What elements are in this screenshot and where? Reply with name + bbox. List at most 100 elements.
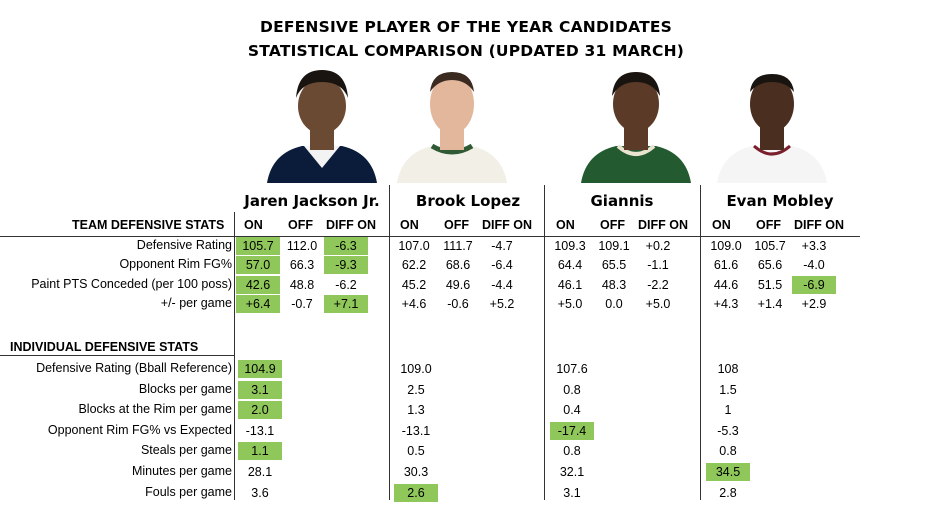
stat-cell: 64.4 [557,258,583,273]
stat-cell: +6.4 [236,294,280,313]
stat-cell: -13.1 [401,423,431,438]
header-divider [0,236,860,237]
stat-cell: -6.9 [792,275,836,294]
stat-cell: 68.6 [445,258,471,273]
stat-cell: 107.6 [556,362,588,376]
player-photo-giannis [581,72,691,183]
stat-cell: -4.7 [491,239,513,253]
stat-cell: 2.6 [394,483,438,502]
stat-cell: 109.0 [710,239,742,253]
stat-cell: +5.2 [489,296,515,311]
player-name-3: Giannis [590,192,654,210]
stat-cell: 3.1 [563,485,581,500]
column-divider-4 [700,185,701,500]
stat-cell: 42.6 [236,275,280,294]
individual-stat-label: Blocks per game [138,381,232,396]
stat-cell: 51.5 [757,277,783,292]
team-stat-label: Opponent Rim FG% [119,257,232,272]
column-header-on: ON [712,218,731,232]
column-header-on: ON [244,218,263,232]
stat-cell: -6.4 [491,258,513,273]
column-header-off: OFF [288,218,313,232]
stat-cell: 65.6 [757,258,783,273]
column-header-diff-on: DIFF ON [794,218,844,232]
stat-cell: 30.3 [403,465,429,479]
stat-cell: -4.0 [803,258,825,273]
stat-cell: -17.4 [550,421,594,440]
stat-cell: 48.3 [601,277,627,292]
stat-cell: 1.1 [238,442,282,461]
player-name-4: Evan Mobley [726,192,834,210]
stat-cell: 112.0 [286,239,318,253]
title-line-1: DEFENSIVE PLAYER OF THE YEAR CANDIDATES [260,18,672,36]
stat-cell: 57.0 [236,256,280,275]
column-divider-1 [234,212,235,500]
column-header-diff-on: DIFF ON [326,218,376,232]
stat-cell: 104.9 [238,360,282,378]
player-photo-brook-lopez [397,72,507,183]
stat-cell: 109.1 [598,239,630,253]
individual-stat-label: Blocks at the Rim per game [78,402,232,417]
column-divider-2 [389,185,390,500]
team-stat-label: Defensive Rating [136,238,232,252]
column-divider-3 [544,185,545,500]
column-header-on: ON [400,218,419,232]
stat-cell: +5.0 [557,296,583,311]
stat-cell: 65.5 [601,258,627,273]
stat-cell: +1.4 [757,296,783,311]
player-photo-evan-mobley [717,74,827,183]
stat-cell: 45.2 [401,277,427,292]
stat-cell: 46.1 [557,277,583,292]
stat-cell: 62.2 [401,258,427,273]
stat-cell: 28.1 [247,465,273,479]
column-header-diff-on: DIFF ON [638,218,688,232]
stat-cell: +2.9 [801,296,827,311]
stat-cell: 1 [724,403,732,418]
stat-cell: 32.1 [559,465,585,479]
team-stat-label: Paint PTS Conceded (per 100 poss) [31,276,232,291]
stat-cell: -0.7 [291,296,313,311]
team-section-label: TEAM DEFENSIVE STATS [72,218,225,232]
team-stat-label: +/- per game [160,295,232,310]
stat-cell: 0.5 [407,444,425,459]
stat-cell: 49.6 [445,277,471,292]
stat-cell: -1.1 [647,258,669,273]
individual-stat-label: Steals per game [140,443,232,458]
stat-cell: +4.3 [713,296,739,311]
player-name-1: Jaren Jackson Jr. [244,192,380,210]
stat-cell: 105.7 [236,237,280,255]
stat-cell: -2.2 [647,277,669,292]
stat-cell: 61.6 [713,258,739,273]
stat-cell: 3.6 [251,485,269,500]
stat-cell: 2.0 [238,401,282,420]
stat-cell: +0.2 [645,239,671,253]
stat-cell: +3.3 [801,239,827,253]
stat-cell: -6.3 [324,237,368,255]
stat-cell: 2.5 [407,382,425,397]
stat-cell: 109.3 [554,239,586,253]
column-header-off: OFF [756,218,781,232]
stat-cell: 105.7 [754,239,786,253]
stat-cell: 1.3 [407,403,425,418]
stat-cell: 44.6 [713,277,739,292]
stat-cell: 2.8 [719,485,737,500]
column-header-off: OFF [600,218,625,232]
stat-cell: +4.6 [401,296,427,311]
individual-divider [0,355,235,356]
stat-cell: 34.5 [706,463,750,481]
title-line-2: STATISTICAL COMPARISON (UPDATED 31 MARCH… [247,42,685,60]
stat-cell: 48.8 [289,277,315,292]
stat-cell: +7.1 [324,294,368,313]
player-name-2: Brook Lopez [415,192,521,210]
stat-cell: 0.8 [563,444,581,459]
stat-cell: -4.4 [491,277,513,292]
stat-cell: 109.0 [400,362,432,376]
player-photo-jaren-jackson [267,70,377,183]
stat-cell: 111.7 [443,239,473,253]
stat-cell: -9.3 [324,256,368,275]
column-header-diff-on: DIFF ON [482,218,532,232]
stat-cell: 0.0 [605,296,623,311]
stat-cell: -5.3 [717,423,739,438]
stat-cell: 0.8 [719,444,737,459]
individual-stat-label: Opponent Rim FG% vs Expected [47,422,232,437]
